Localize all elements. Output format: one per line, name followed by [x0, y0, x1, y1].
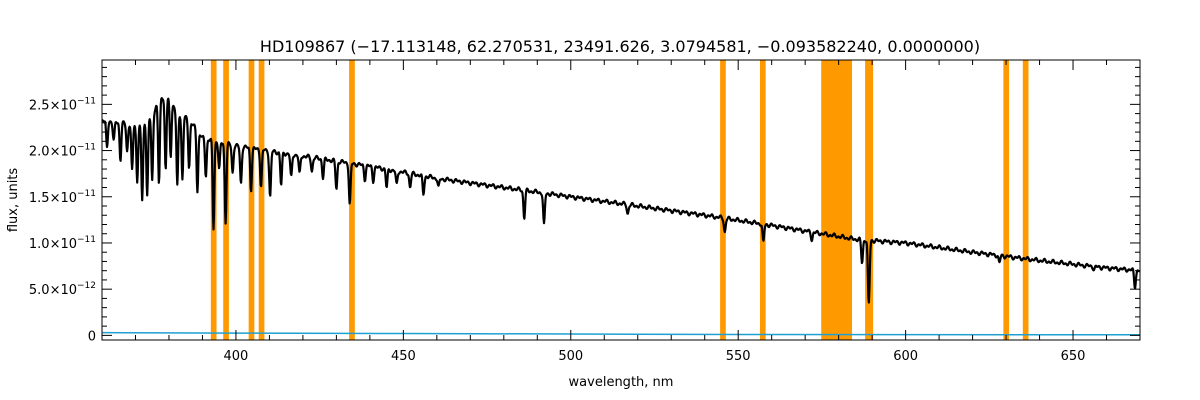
plot-lines	[101, 97, 1141, 336]
y-tick-label: 2.0×10−11	[29, 143, 96, 160]
y-tick-label: 5.0×10−12	[29, 281, 96, 298]
masked-band-7	[821, 60, 853, 340]
plot-frame	[101, 59, 1141, 341]
masked-band-8	[865, 60, 874, 340]
y-tick-label: 1.0×10−11	[29, 235, 96, 252]
y-axis-title: flux, units	[6, 168, 21, 233]
masked-band-9	[1003, 60, 1010, 340]
x-axis: 400 450 500 550 600 650	[101, 60, 1141, 364]
masked-band-5	[720, 60, 726, 340]
error-line	[101, 331, 1141, 336]
masked-band-3	[258, 60, 265, 340]
y-tick-label: 2.5×10−11	[29, 96, 96, 113]
x-tick-label: 500	[558, 349, 583, 364]
masked-band-6	[759, 60, 766, 340]
masked-bands	[210, 60, 1029, 340]
x-tick-label: 650	[1061, 349, 1086, 364]
masked-band-2	[248, 60, 255, 340]
masked-band-4	[349, 60, 355, 340]
flux-line	[101, 97, 1141, 304]
y-tick-label: 0	[88, 329, 96, 344]
x-tick-label: 450	[391, 349, 416, 364]
y-tick-label: 1.5×10−11	[29, 189, 96, 206]
x-tick-label: 400	[224, 349, 249, 364]
x-tick-label: 550	[726, 349, 751, 364]
masked-band-10	[1022, 60, 1029, 340]
chart-title: HD109867 (−17.113148, 62.270531, 23491.6…	[260, 37, 980, 56]
y-axis: 0 5.0×10−12 1.0×10−11 1.5×10−11 2.0×10−11 2.5…	[29, 66, 1140, 344]
x-axis-title: wavelength, nm	[569, 375, 674, 390]
x-tick-label: 600	[893, 349, 918, 364]
